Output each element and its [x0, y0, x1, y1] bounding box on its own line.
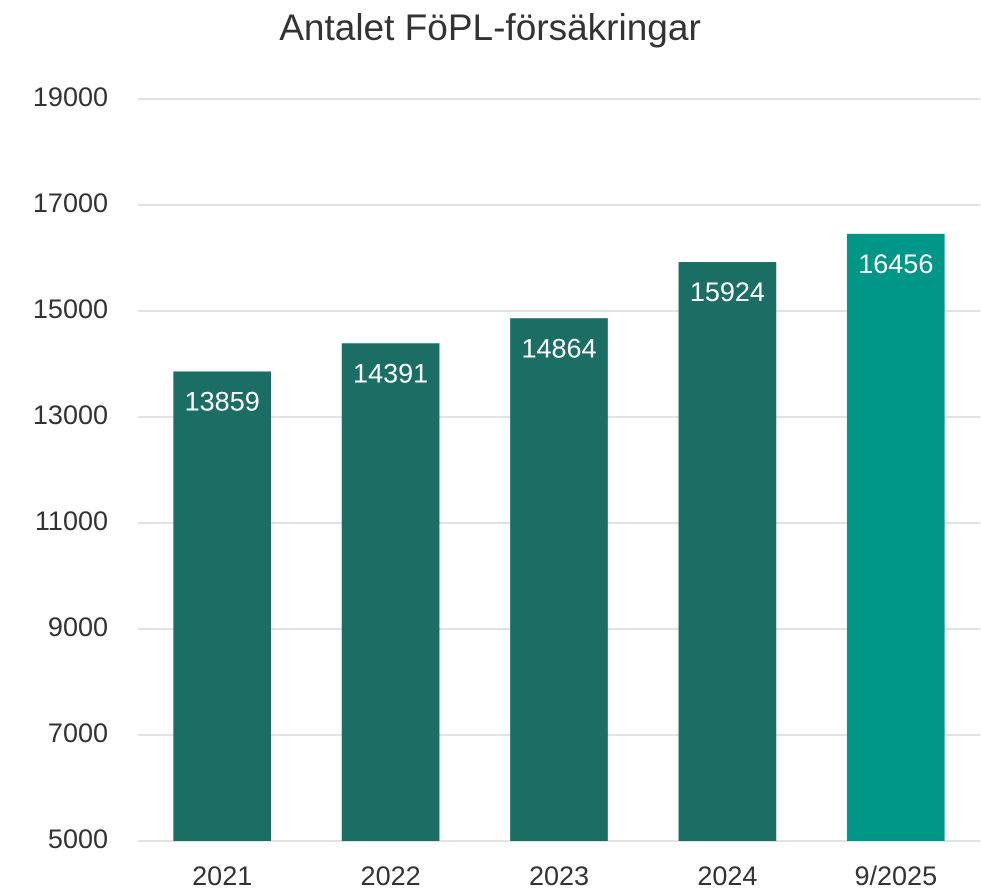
- bar: [846, 233, 945, 841]
- y-tick-label: 17000: [33, 188, 108, 218]
- data-label: 13859: [185, 387, 260, 417]
- bar: [341, 343, 440, 841]
- y-tick-label: 9000: [48, 612, 108, 642]
- data-label: 16456: [858, 249, 933, 279]
- x-tick-label: 2024: [697, 861, 757, 891]
- data-label: 14864: [521, 333, 596, 363]
- y-tick-label: 13000: [33, 400, 108, 430]
- x-tick-label: 2022: [361, 861, 421, 891]
- y-tick-label: 5000: [48, 824, 108, 854]
- x-tick-label: 2021: [192, 861, 252, 891]
- data-label: 15924: [690, 277, 765, 307]
- data-label: 14391: [353, 358, 428, 388]
- y-tick-label: 11000: [35, 506, 108, 536]
- y-tick-label: 7000: [48, 718, 108, 748]
- y-tick-label: 15000: [33, 294, 108, 324]
- x-tick-label: 2023: [529, 861, 589, 891]
- bar: [510, 318, 608, 841]
- y-tick-label: 19000: [33, 82, 108, 112]
- x-tick-label: 9/2025: [855, 861, 938, 891]
- bar: [173, 371, 272, 841]
- bar: [678, 262, 777, 841]
- chart-title: Antalet FöPL-försäkringar: [279, 7, 701, 48]
